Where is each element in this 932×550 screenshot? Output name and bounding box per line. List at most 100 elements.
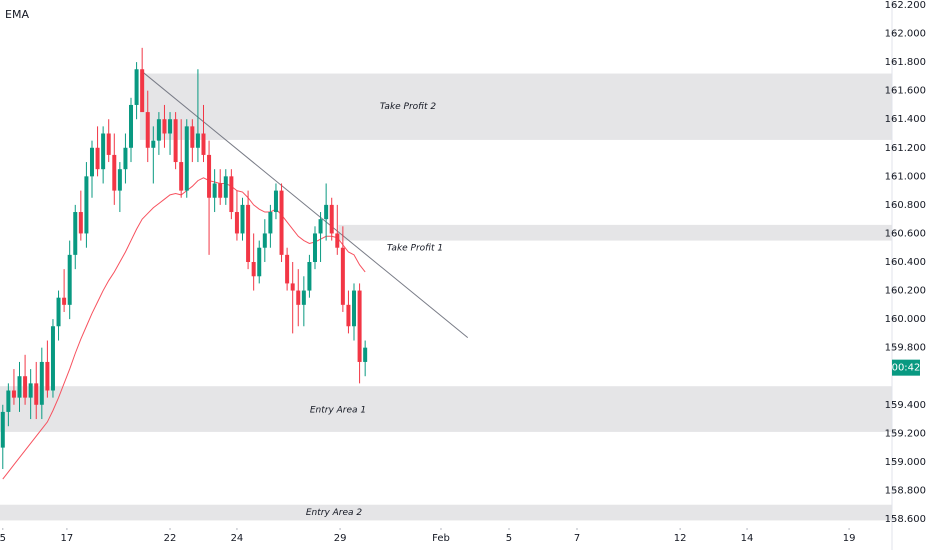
candle-body: [0, 411, 5, 448]
candle-body: [6, 390, 11, 412]
candle-body: [195, 133, 200, 148]
trendline: [140, 70, 469, 339]
candle-body: [273, 190, 278, 213]
candle-body: [223, 176, 228, 198]
candle-body: [101, 133, 106, 170]
countdown: 00:42: [892, 363, 921, 374]
candle-body: [123, 147, 128, 170]
x-tick-label: 5: [0, 533, 6, 544]
chart-title: EMA: [5, 8, 29, 21]
x-tick-label: 5: [506, 533, 512, 544]
y-tick-label: 160.000: [885, 314, 926, 325]
candle-body: [117, 169, 122, 191]
ema-line: [2, 177, 366, 480]
candle-body: [346, 304, 351, 327]
candle-body: [240, 204, 245, 234]
candle-body: [318, 219, 323, 234]
x-tick-label: 24: [231, 533, 244, 544]
x-tick-label: 17: [61, 533, 74, 544]
candle-body: [95, 147, 100, 170]
y-tick-label: 160.400: [885, 257, 926, 268]
candle-body: [134, 69, 139, 105]
zone-label: Entry Area 2: [306, 508, 363, 518]
y-tick-label: 159.800: [885, 343, 926, 354]
candle-body: [89, 147, 94, 177]
y-tick-label: 161.800: [885, 57, 926, 68]
y-tick-label: 160.200: [885, 286, 926, 297]
candle-body: [39, 361, 44, 405]
x-tick-label: 7: [574, 533, 580, 544]
candle-body: [56, 297, 61, 327]
candle-body: [218, 183, 223, 198]
candle-body: [296, 290, 301, 305]
candle-body: [168, 119, 173, 134]
candle-body: [307, 262, 312, 291]
x-tick-label: 19: [843, 533, 856, 544]
candle-body: [363, 347, 368, 362]
candle-body: [156, 119, 161, 141]
y-tick-label: 159.400: [885, 400, 926, 411]
candle-body: [340, 247, 345, 305]
candle-body: [279, 190, 284, 255]
x-tick-label: Feb: [432, 533, 450, 544]
y-tick-label: 159.200: [885, 428, 926, 439]
candle-body: [67, 254, 72, 305]
candle-body: [357, 290, 362, 362]
candle-body: [129, 104, 134, 148]
x-tick-label: 12: [674, 533, 687, 544]
candle-body: [45, 361, 50, 391]
candle-body: [290, 283, 295, 291]
x-tick-label: 14: [741, 533, 754, 544]
candle-body: [106, 133, 111, 155]
candle-body: [84, 176, 89, 234]
zone-label: Take Profit 2: [380, 102, 437, 112]
candle-body: [352, 290, 357, 327]
candle-body: [173, 119, 178, 163]
y-tick-label: 160.800: [885, 200, 926, 211]
candle-body: [246, 204, 251, 262]
candle-body: [201, 133, 206, 155]
y-tick-label: 159.000: [885, 457, 926, 468]
candle-body: [312, 233, 317, 262]
candle-body: [268, 212, 273, 234]
candle-body: [62, 297, 67, 305]
candle-body: [140, 69, 145, 113]
candle-body: [229, 176, 234, 213]
candle-body: [184, 126, 189, 191]
candle-body: [329, 204, 334, 234]
zone: [139, 73, 892, 140]
y-tick-label: 161.000: [885, 171, 926, 182]
zone-label: Entry Area 1: [310, 406, 366, 416]
candle-body: [145, 112, 150, 148]
candle-body: [34, 383, 39, 405]
zone-label: Take Profit 1: [387, 244, 443, 254]
y-tick-label: 161.400: [885, 114, 926, 125]
candle-body: [335, 233, 340, 248]
candle-body: [257, 247, 262, 277]
candle-body: [28, 383, 33, 398]
candle-body: [151, 140, 156, 148]
candle-body: [301, 290, 306, 305]
y-tick-label: 158.800: [885, 485, 926, 496]
candle-body: [17, 376, 22, 398]
candle-body: [285, 254, 290, 284]
candle-body: [262, 233, 267, 248]
candle-body: [324, 204, 329, 220]
candle-body: [179, 162, 184, 191]
last-price-badge: [892, 359, 920, 376]
candle-body: [162, 119, 167, 134]
candle-body: [23, 376, 28, 398]
candle-body: [73, 212, 78, 255]
y-tick-label: 162.000: [885, 29, 926, 40]
zone: [338, 224, 893, 241]
y-tick-label: 158.600: [885, 514, 926, 525]
candle-body: [78, 212, 83, 234]
y-tick-label: 161.600: [885, 86, 926, 97]
y-tick-label: 162.200: [885, 0, 926, 11]
y-tick-label: 161.200: [885, 143, 926, 154]
y-tick-label: 160.600: [885, 228, 926, 239]
x-tick-label: 29: [334, 533, 347, 544]
candle-body: [251, 262, 256, 277]
